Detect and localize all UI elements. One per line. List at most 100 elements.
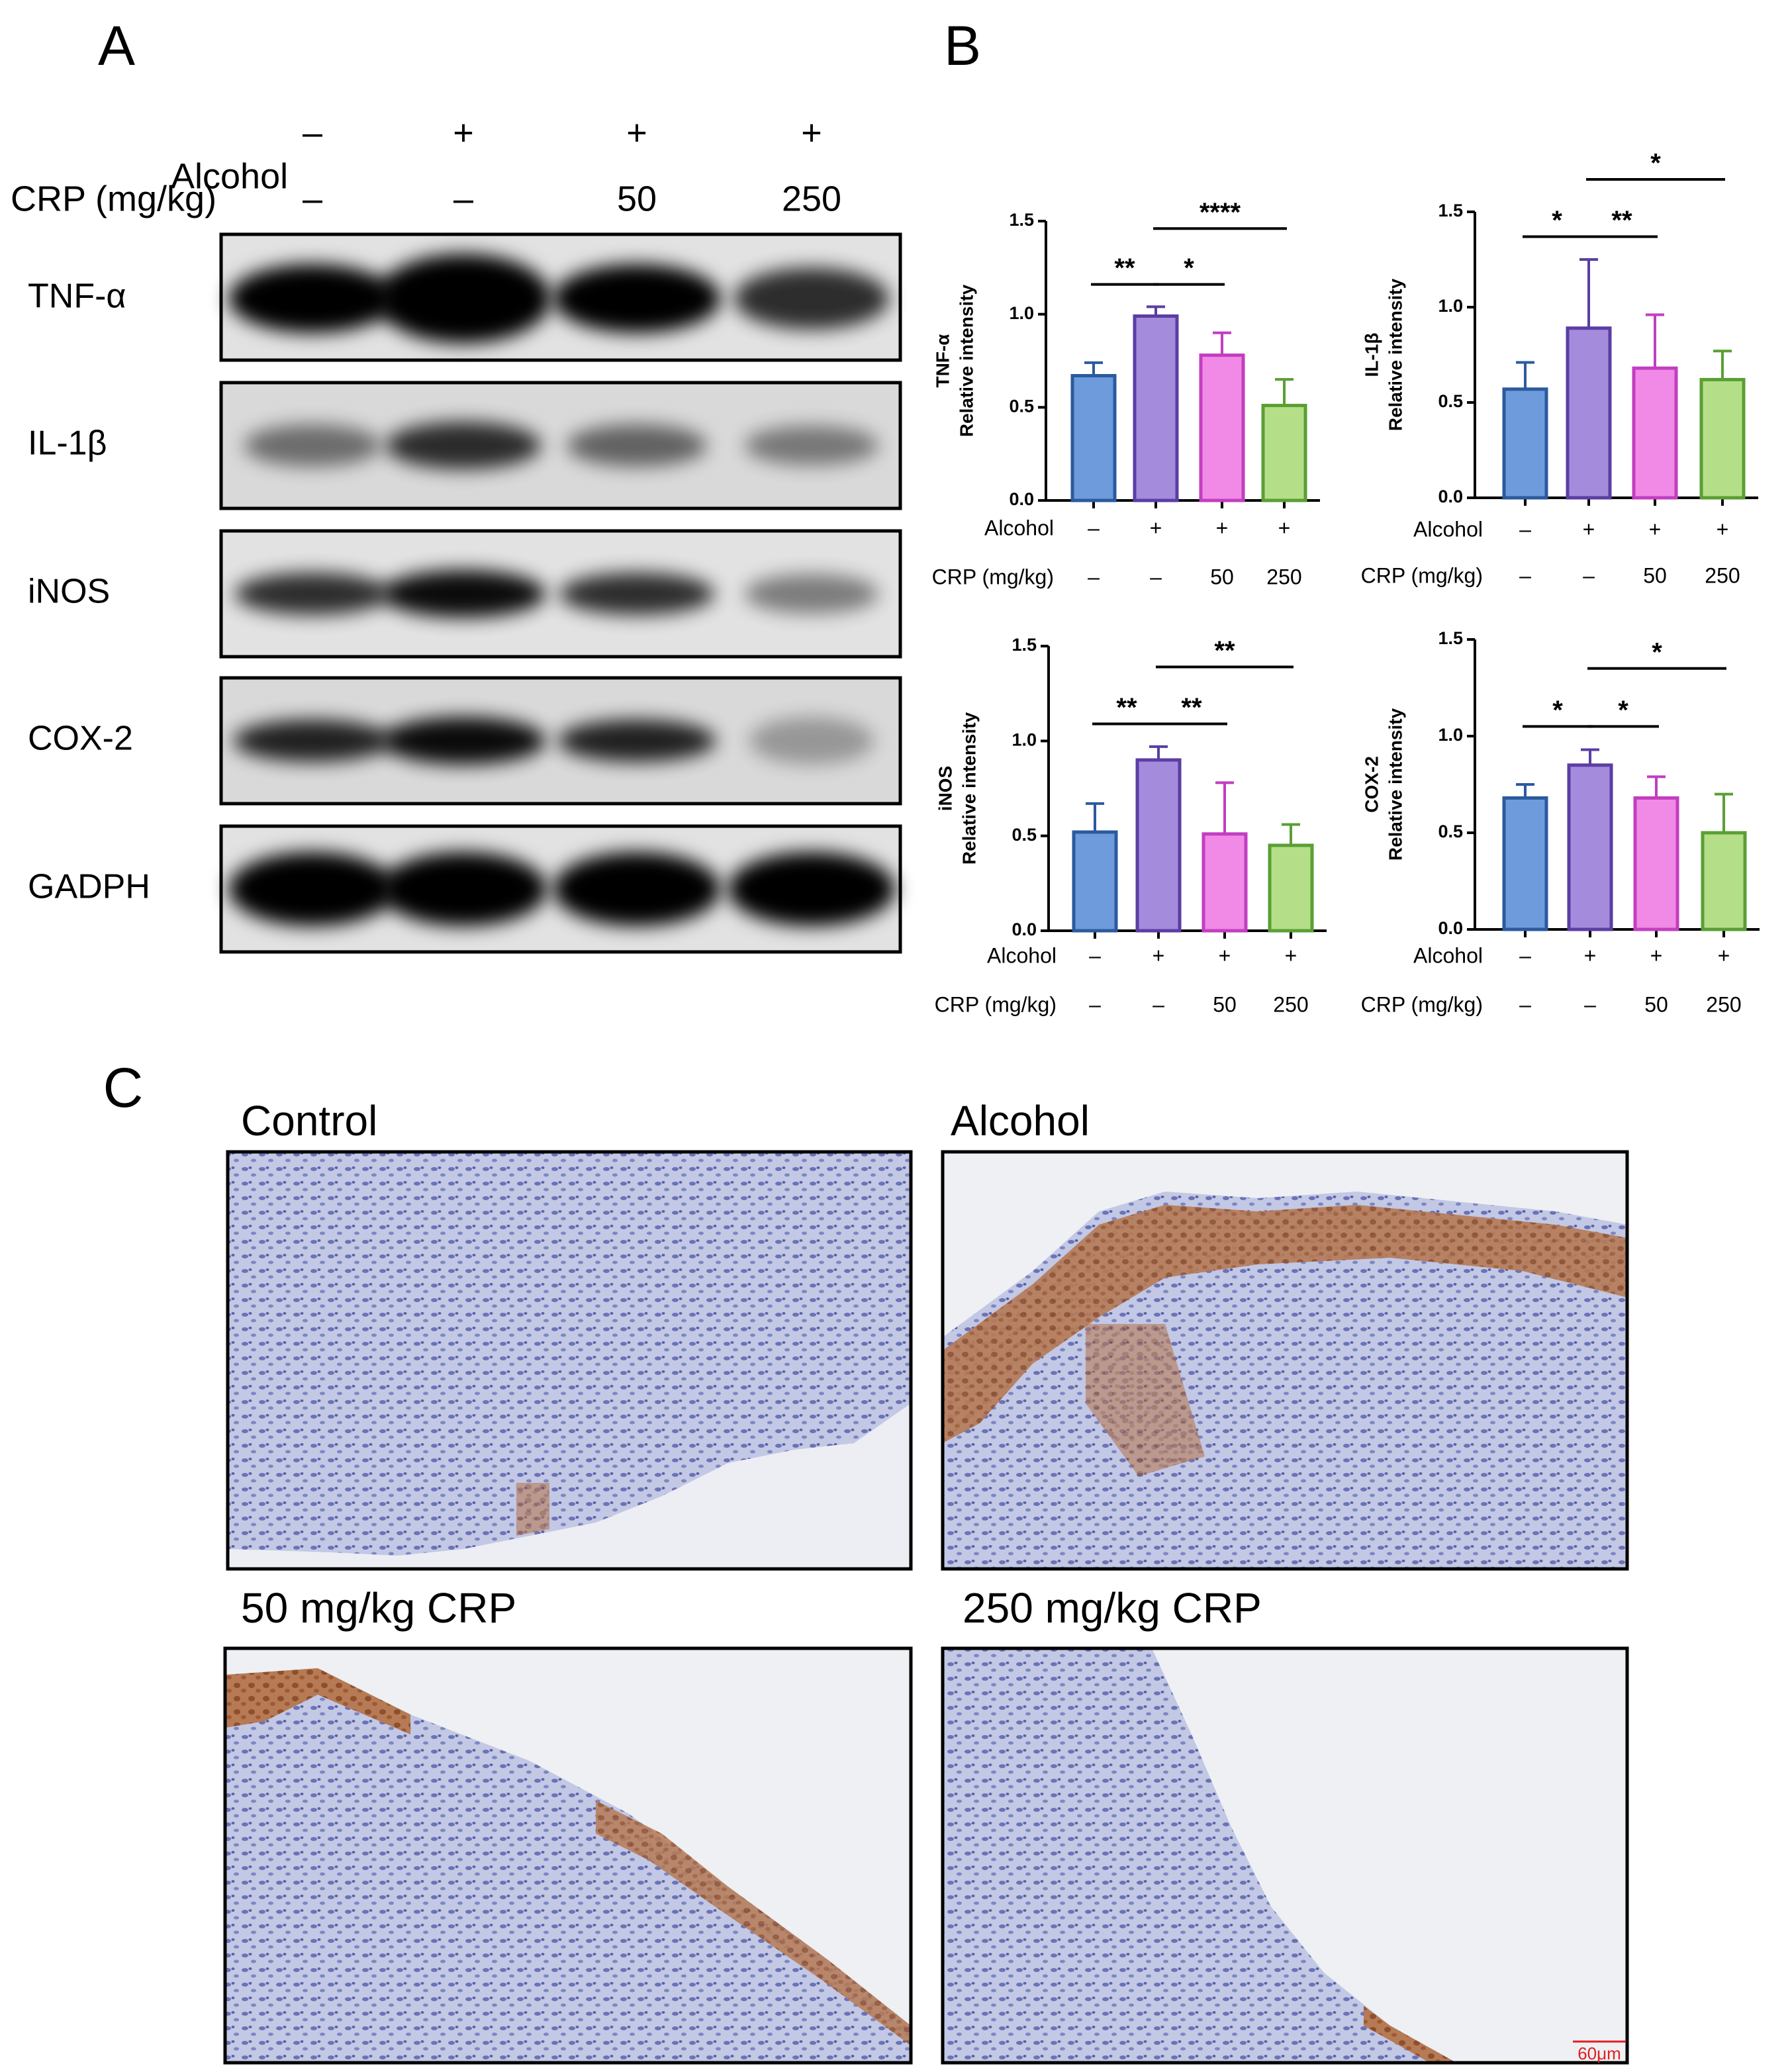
histology-image: [225, 1648, 911, 2063]
blot-band: [728, 852, 896, 926]
y-tick-label: 0.0: [1009, 489, 1034, 509]
bar: [1699, 377, 1746, 500]
y-tick-label: 1.5: [1012, 635, 1037, 655]
x-tick-label: +: [1153, 943, 1165, 967]
bar: [1133, 314, 1179, 502]
treatment-label: 50: [617, 179, 657, 218]
bar: [1502, 387, 1548, 500]
scale-bar-label: 60μm: [1578, 2044, 1621, 2063]
treatment-name: Alcohol: [171, 156, 288, 196]
bar: [1072, 830, 1118, 933]
significance-label: *: [1184, 254, 1194, 283]
x-tick-label: 250: [1266, 565, 1301, 589]
x-tick-label: 250: [1706, 992, 1741, 1016]
y-axis-label: Relative intensity: [1385, 278, 1405, 431]
blot-band: [553, 264, 721, 333]
blot-band: [375, 254, 551, 344]
significance-label: *: [1618, 696, 1628, 725]
panel-label: B: [944, 15, 981, 77]
protein-label: iNOS: [28, 573, 110, 611]
blot-band: [379, 852, 547, 926]
histology-image: [943, 1648, 1627, 2063]
histology-label: 250 mg/kg CRP: [963, 1584, 1262, 1632]
x-tick-label: +: [1219, 943, 1231, 967]
blot-band: [244, 424, 381, 467]
significance-label: **: [1214, 636, 1235, 665]
x-row-name: CRP (mg/kg): [932, 565, 1054, 589]
x-tick-label: –: [1089, 943, 1101, 967]
significance-label: **: [1611, 206, 1632, 235]
blot-frame: [219, 676, 902, 806]
panel-label: C: [103, 1057, 144, 1119]
significance-label: **: [1181, 693, 1202, 722]
x-tick-label: +: [1584, 943, 1597, 967]
histology-image: [943, 1152, 1627, 1569]
blot-band: [559, 573, 715, 615]
x-tick-label: +: [1583, 517, 1595, 541]
x-tick-label: +: [1278, 516, 1291, 540]
treatment-label: 250: [782, 179, 841, 218]
protein-label: IL-1β: [28, 424, 107, 463]
y-axis-label: Relative intensity: [956, 284, 976, 437]
histology-image: [228, 1152, 911, 1569]
x-tick-label: 250: [1273, 992, 1308, 1016]
bar: [1701, 831, 1747, 931]
histology-frames: [223, 1150, 1629, 2065]
y-axis-label: Relative intensity: [959, 712, 979, 865]
blot-band: [744, 574, 879, 614]
x-row-name: CRP (mg/kg): [1361, 563, 1483, 587]
x-tick-label: +: [1649, 517, 1662, 541]
treatment-label: +: [453, 113, 474, 152]
y-axis-label: COX-2: [1361, 756, 1382, 813]
bar: [1502, 796, 1548, 931]
y-tick-label: 1.5: [1438, 628, 1463, 648]
x-tick-label: –: [1584, 992, 1596, 1016]
x-tick-label: –: [1150, 565, 1162, 589]
treatment-name: CRP (mg/kg): [11, 179, 216, 218]
bar: [1632, 366, 1678, 500]
y-tick-label: 0.0: [1438, 487, 1463, 506]
bar: [1070, 374, 1117, 502]
y-tick-label: 1.5: [1438, 201, 1463, 220]
bar: [1567, 763, 1613, 931]
x-tick-label: –: [1088, 516, 1100, 540]
bar: [1268, 843, 1314, 933]
panel-label: A: [98, 15, 135, 77]
blot-band: [567, 424, 707, 467]
x-tick-label: 50: [1213, 992, 1237, 1016]
x-tick-label: +: [1285, 943, 1297, 967]
blot-frame: [219, 529, 902, 659]
histology-label: Control: [241, 1097, 377, 1145]
y-tick-label: 0.5: [1438, 822, 1463, 841]
significance-label: *: [1552, 206, 1562, 235]
bar: [1201, 832, 1248, 933]
y-tick-label: 1.0: [1012, 730, 1037, 749]
blot-band: [228, 852, 397, 926]
x-tick-label: –: [1519, 517, 1531, 541]
x-row-name: Alcohol: [987, 943, 1057, 967]
x-row-name: Alcohol: [1413, 517, 1483, 541]
x-tick-label: –: [1089, 992, 1101, 1016]
x-tick-label: –: [1519, 992, 1531, 1016]
y-axis-label: Relative intensity: [1385, 708, 1405, 861]
x-tick-label: 50: [1210, 565, 1234, 589]
y-tick-label: 0.5: [1009, 396, 1034, 416]
significance-label: ****: [1200, 198, 1241, 227]
blot-band: [385, 422, 542, 469]
y-tick-label: 1.5: [1009, 210, 1034, 230]
treatment-label: –: [303, 113, 322, 152]
x-tick-label: –: [1153, 992, 1164, 1016]
y-tick-label: 1.0: [1009, 303, 1034, 323]
protein-label: COX-2: [28, 720, 133, 758]
blot-band: [557, 720, 716, 762]
significance-label: **: [1114, 254, 1135, 283]
significance-label: *: [1650, 149, 1661, 178]
treatment-label: –: [453, 179, 473, 218]
blot-band: [749, 717, 874, 765]
blot-frame: [219, 381, 902, 510]
y-axis-label: IL-1β: [1361, 333, 1382, 377]
blot-band: [381, 717, 546, 765]
y-axis-label: TNF-α: [932, 334, 953, 388]
blot-band: [228, 264, 397, 333]
